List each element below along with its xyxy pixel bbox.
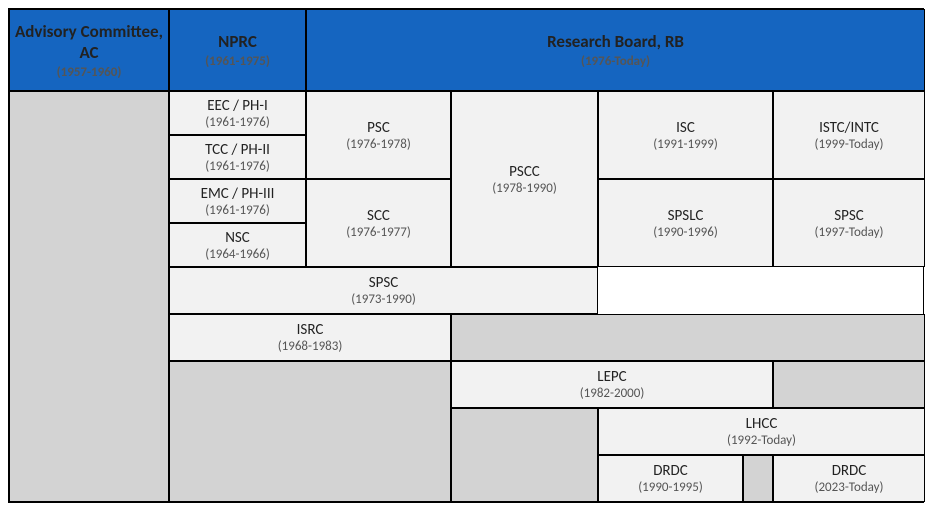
cell-istc: ISTC/INTC (1999-Today) (773, 91, 925, 179)
timeline-chart: Advisory Committee, AC (1957-1960) NPRC … (8, 8, 924, 503)
empty-row8-right (773, 361, 925, 408)
empty-row10-gap (743, 455, 773, 502)
cell-drdc1: DRDC (1990-1995) (598, 455, 743, 502)
cell-pscc: PSCC (1978-1990) (451, 91, 598, 267)
isrc-years: (1968-1983) (278, 339, 343, 354)
header-nprc: NPRC (1961-1975) (169, 9, 306, 91)
pscc-years: (1978-1990) (492, 181, 557, 196)
header-ac-title: Advisory Committee, AC (12, 21, 166, 63)
drdc1-title: DRDC (653, 462, 688, 480)
isrc-title: ISRC (297, 321, 324, 339)
isc-title: ISC (676, 119, 695, 137)
nsc-years: (1964-1966) (205, 247, 270, 262)
lhcc-years: (1992-Today) (727, 433, 796, 448)
lepc-years: (1982-2000) (580, 386, 645, 401)
cell-emc: EMC / PH-III (1961-1976) (169, 179, 306, 223)
header-rb: Research Board, RB (1976-Today) (306, 9, 925, 91)
spsc2-years: (1997-Today) (815, 225, 884, 240)
istc-title: ISTC/INTC (819, 119, 879, 137)
tcc-title: TCC / PH-II (205, 141, 270, 159)
cell-isc: ISC (1991-1999) (598, 91, 773, 179)
scc-years: (1976-1977) (346, 225, 411, 240)
istc-years: (1999-Today) (815, 137, 884, 152)
emc-years: (1961-1976) (205, 203, 270, 218)
header-nprc-years: (1961-1975) (205, 54, 270, 69)
isc-years: (1991-1999) (653, 137, 718, 152)
header-rb-title: Research Board, RB (547, 31, 684, 52)
empty-bottom-left (169, 361, 451, 502)
spslc-title: SPSLC (668, 207, 704, 225)
drdc2-years: (2023-Today) (815, 480, 884, 495)
lepc-title: LEPC (597, 368, 626, 386)
cell-isrc: ISRC (1968-1983) (169, 314, 451, 361)
scc-title: SCC (367, 207, 390, 225)
spsc2-title: SPSC (834, 207, 864, 225)
spslc-years: (1990-1996) (653, 225, 718, 240)
psc-years: (1976-1978) (346, 137, 411, 152)
pscc-title: PSCC (509, 163, 540, 181)
cell-scc: SCC (1976-1977) (306, 179, 451, 267)
eec-title: EEC / PH-I (207, 97, 268, 115)
spsc1-years: (1973-1990) (351, 292, 416, 307)
cell-lhcc: LHCC (1992-Today) (598, 408, 925, 455)
cell-eec: EEC / PH-I (1961-1976) (169, 91, 306, 135)
spsc1-title: SPSC (369, 274, 399, 292)
cell-lepc: LEPC (1982-2000) (451, 361, 773, 408)
empty-row7-right (451, 314, 925, 361)
cell-spsc2: SPSC (1997-Today) (773, 179, 925, 267)
emc-title: EMC / PH-III (201, 185, 275, 203)
lhcc-title: LHCC (746, 415, 778, 433)
cell-spsc1: SPSC (1973-1990) (169, 267, 598, 314)
drdc1-years: (1990-1995) (638, 480, 703, 495)
header-rb-years: (1976-Today) (581, 54, 650, 69)
header-ac: Advisory Committee, AC (1957-1960) (9, 9, 169, 91)
cell-drdc2: DRDC (2023-Today) (773, 455, 925, 502)
ac-body-empty (9, 91, 169, 502)
header-ac-years: (1957-1960) (57, 65, 122, 80)
psc-title: PSC (367, 119, 390, 137)
cell-tcc: TCC / PH-II (1961-1976) (169, 135, 306, 179)
tcc-years: (1961-1976) (205, 159, 270, 174)
nsc-title: NSC (225, 229, 250, 247)
header-nprc-title: NPRC (218, 31, 257, 52)
empty-row9-left (451, 408, 598, 502)
cell-psc: PSC (1976-1978) (306, 91, 451, 179)
cell-spslc: SPSLC (1990-1996) (598, 179, 773, 267)
eec-years: (1961-1976) (205, 115, 270, 130)
drdc2-title: DRDC (832, 462, 867, 480)
cell-nsc: NSC (1964-1966) (169, 223, 306, 267)
